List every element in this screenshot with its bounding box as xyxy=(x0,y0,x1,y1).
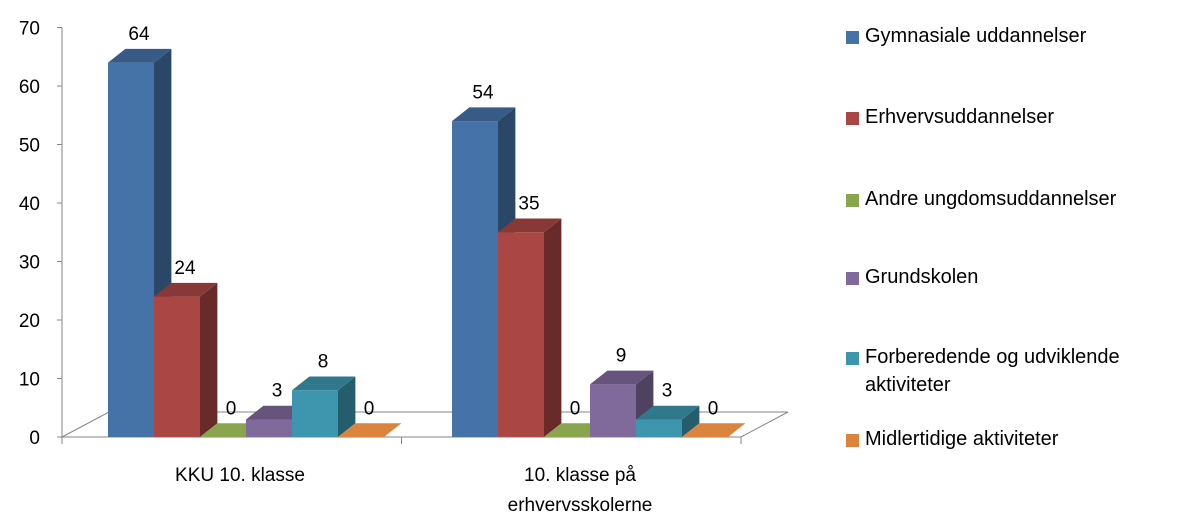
legend-label: Erhvervsuddannelser xyxy=(865,106,1054,128)
legend-swatch xyxy=(846,194,859,207)
y-tick-label: 20 xyxy=(19,311,40,332)
legend-item: Andre ungdomsuddannelser xyxy=(846,185,1116,213)
bar xyxy=(292,376,356,437)
data-label: 0 xyxy=(570,398,581,419)
legend-label: Grundskolen xyxy=(865,266,979,288)
legend-item: Erhvervsuddannelser xyxy=(846,103,1054,131)
bar xyxy=(338,423,402,437)
legend-item: Midlertidige aktiviteter xyxy=(846,425,1058,453)
data-label: 64 xyxy=(128,24,150,45)
data-label: 3 xyxy=(662,381,673,402)
data-label: 24 xyxy=(174,258,196,279)
legend-label: Forberedende og udviklende aktiviteter xyxy=(865,346,1120,396)
data-label: 3 xyxy=(272,381,283,402)
legend-label: Andre ungdomsuddannelser xyxy=(865,188,1117,210)
legend-label: Midlertidige aktiviteter xyxy=(865,428,1059,450)
data-label: 35 xyxy=(518,194,539,215)
data-label: 8 xyxy=(318,351,329,372)
data-label: 54 xyxy=(472,82,494,103)
bar xyxy=(682,423,746,437)
bar xyxy=(636,405,700,437)
category-label: KKU 10. klasse xyxy=(175,465,305,486)
legend-swatch xyxy=(846,352,859,365)
data-label: 0 xyxy=(226,398,237,419)
legend-item: Gymnasiale uddannelser xyxy=(846,22,1086,50)
legend-item: Forberedende og udviklende aktiviteter xyxy=(846,343,1120,399)
y-tick-label: 30 xyxy=(19,253,40,274)
y-tick-label: 10 xyxy=(19,370,40,391)
legend-swatch xyxy=(846,272,859,285)
data-label: 9 xyxy=(616,346,627,367)
y-tick-label: 50 xyxy=(19,136,40,157)
chart-legend: Gymnasiale uddannelser Erhvervsuddannelse… xyxy=(846,0,1179,518)
legend-label: Gymnasiale uddannelser xyxy=(865,25,1087,47)
category-label: 10. klasse på erhvervsskolerne xyxy=(508,465,653,516)
legend-swatch xyxy=(846,31,859,44)
legend-swatch xyxy=(846,112,859,125)
legend-swatch xyxy=(846,434,859,447)
y-tick-label: 0 xyxy=(29,428,40,449)
bar xyxy=(154,282,218,437)
bar xyxy=(498,218,562,437)
data-label: 0 xyxy=(708,398,719,419)
y-tick-label: 60 xyxy=(19,77,40,98)
y-tick-label: 40 xyxy=(19,194,40,215)
data-label: 0 xyxy=(364,398,375,419)
y-tick-label: 70 xyxy=(19,19,40,40)
legend-item: Grundskolen xyxy=(846,263,978,291)
